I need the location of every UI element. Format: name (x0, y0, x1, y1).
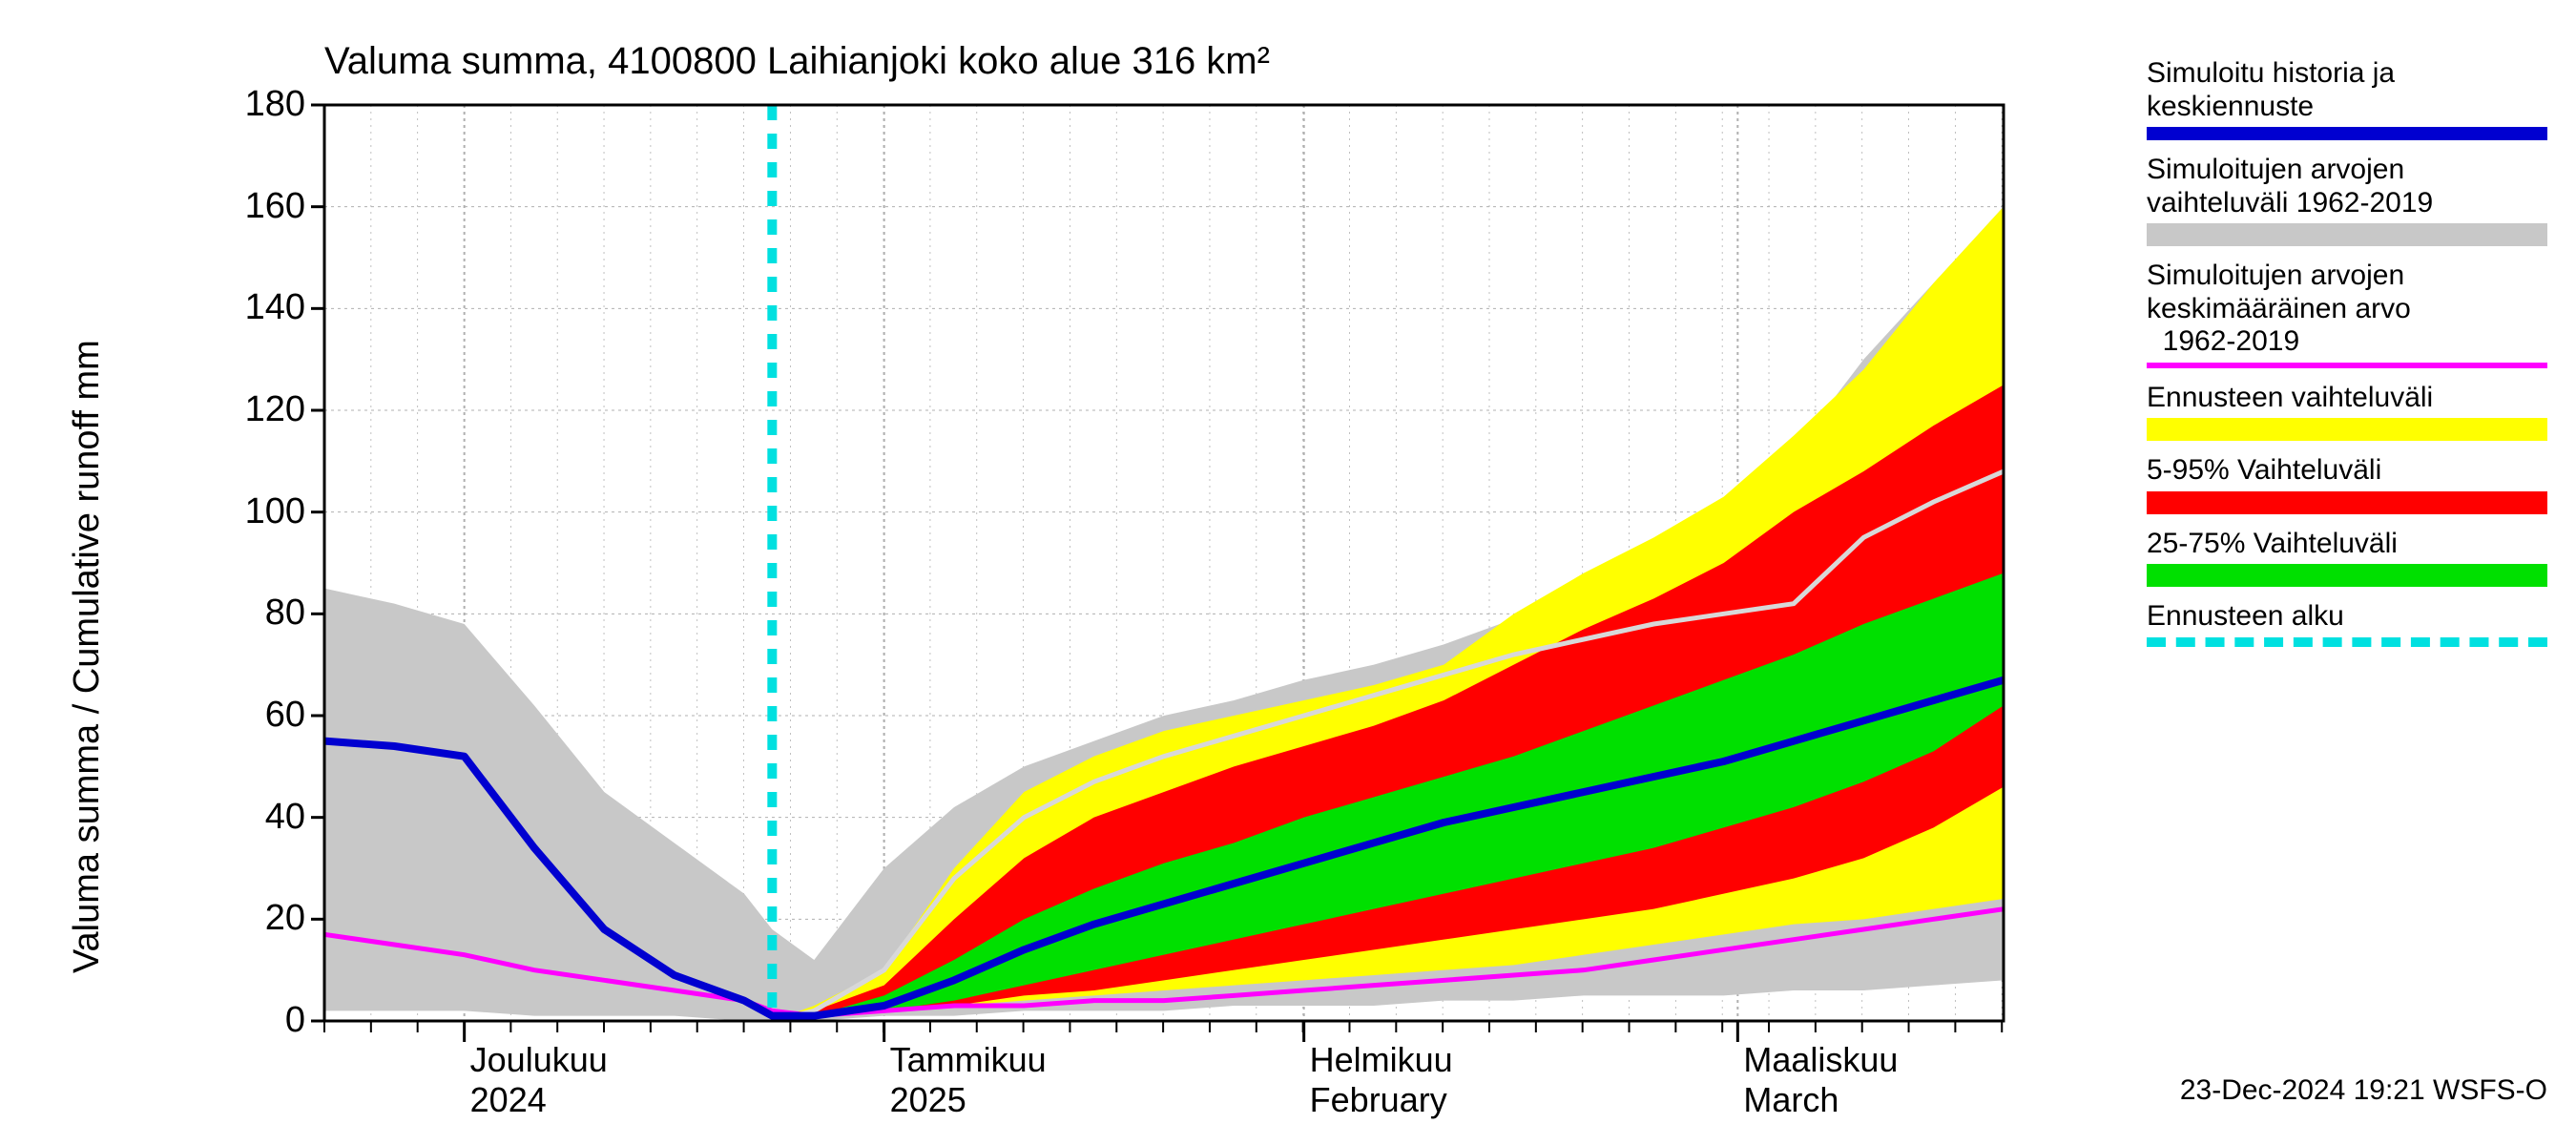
legend-item: Ennusteen vaihteluväli (2147, 382, 2547, 442)
legend-label: 5-95% Vaihteluväli (2147, 454, 2547, 488)
legend-swatch (2147, 223, 2547, 246)
legend-swatch (2147, 127, 2547, 140)
y-tick: 100 (219, 491, 305, 532)
legend-item: Simuloitu historia jakeskiennuste (2147, 57, 2547, 140)
y-tick: 80 (219, 593, 305, 634)
legend-swatch (2147, 418, 2547, 441)
legend-item: 5-95% Vaihteluväli (2147, 454, 2547, 514)
y-tick: 20 (219, 898, 305, 939)
x-tick-label: Tammikuu2025 (890, 1040, 1047, 1120)
legend-swatch (2147, 363, 2547, 368)
y-tick: 140 (219, 287, 305, 328)
legend-item: 25-75% Vaihteluväli (2147, 528, 2547, 588)
x-tick-label: Joulukuu2024 (470, 1040, 608, 1120)
y-tick: 60 (219, 695, 305, 736)
legend-item: Simuloitujen arvojenkeskimääräinen arvo … (2147, 260, 2547, 368)
legend-swatch (2147, 564, 2547, 587)
y-tick: 160 (219, 186, 305, 227)
y-tick: 180 (219, 84, 305, 125)
legend-swatch (2147, 491, 2547, 514)
legend-item: Simuloitujen arvojenvaihteluväli 1962-20… (2147, 154, 2547, 246)
legend-label: Ennusteen vaihteluväli (2147, 382, 2547, 415)
legend-label: Simuloitu historia jakeskiennuste (2147, 57, 2547, 123)
legend-item: Ennusteen alku (2147, 600, 2547, 647)
legend-label: 25-75% Vaihteluväli (2147, 528, 2547, 561)
footer-timestamp: 23-Dec-2024 19:21 WSFS-O (2180, 1074, 2547, 1107)
y-tick: 120 (219, 389, 305, 430)
y-tick: 40 (219, 797, 305, 838)
legend-swatch (2147, 637, 2547, 647)
legend: Simuloitu historia jakeskiennuste Simuloi… (2147, 57, 2547, 660)
legend-label: Simuloitujen arvojenvaihteluväli 1962-20… (2147, 154, 2547, 219)
legend-label: Simuloitujen arvojenkeskimääräinen arvo … (2147, 260, 2547, 359)
y-tick: 0 (219, 1000, 305, 1041)
legend-label: Ennusteen alku (2147, 600, 2547, 634)
x-tick-label: MaaliskuuMarch (1743, 1040, 1898, 1120)
x-tick-label: HelmikuuFebruary (1310, 1040, 1453, 1120)
chart-container: Valuma summa, 4100800 Laihianjoki koko a… (0, 0, 2576, 1145)
